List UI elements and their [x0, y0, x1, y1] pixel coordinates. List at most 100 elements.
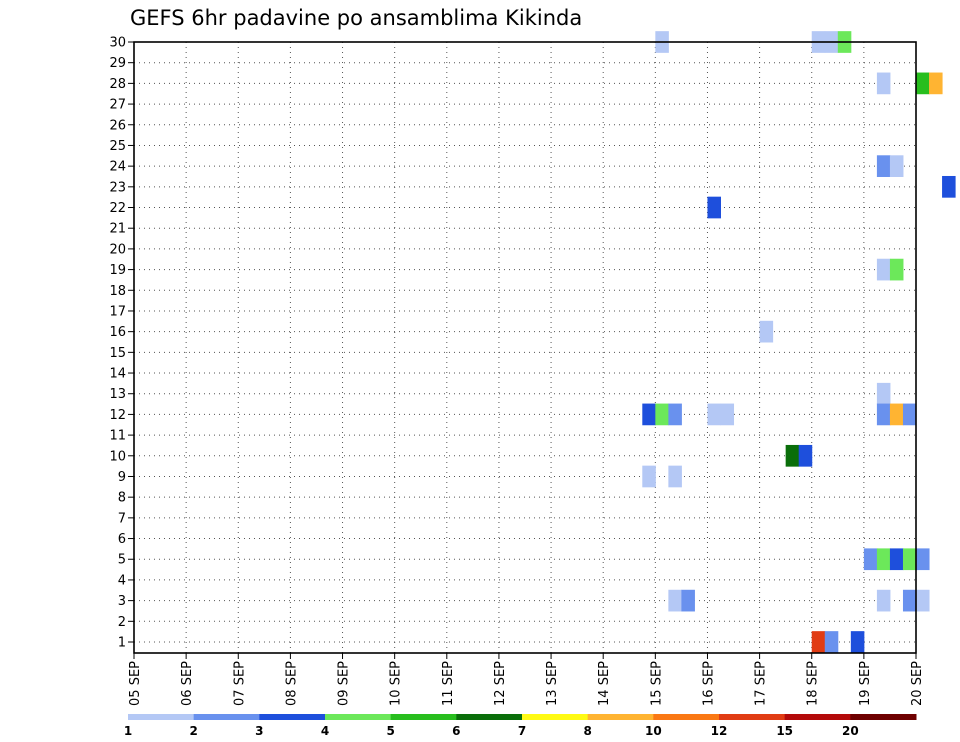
y-tick-label: 3: [118, 594, 126, 609]
legend-swatch: [390, 714, 457, 720]
x-tick-label: 08 SEP: [284, 661, 299, 706]
data-cells: [642, 31, 956, 653]
y-tick-label: 5: [118, 553, 126, 568]
legend-swatch: [784, 714, 851, 720]
heatmap-cell: [668, 403, 682, 426]
x-tick-label: 17 SEP: [754, 661, 769, 706]
x-tick-label: 15 SEP: [649, 661, 664, 706]
x-tick-label: 06 SEP: [180, 661, 195, 706]
legend-swatch: [456, 714, 523, 720]
heatmap-cell: [876, 382, 891, 405]
x-tick-label: 12 SEP: [493, 661, 508, 706]
y-tick-label: 24: [109, 160, 126, 175]
y-tick-label: 1: [118, 636, 126, 651]
x-tick-label: 09 SEP: [337, 661, 352, 706]
y-tick-label: 16: [109, 325, 126, 340]
legend-swatch: [325, 714, 392, 720]
legend-label: 7: [518, 724, 526, 738]
y-tick-label: 10: [109, 449, 126, 464]
chart-title: GEFS 6hr padavine po ansamblima Kikinda: [130, 6, 583, 30]
x-tick-label: 05 SEP: [128, 661, 143, 706]
y-tick-label: 15: [109, 346, 126, 361]
heatmap-cell: [876, 155, 891, 177]
y-tick-label: 12: [109, 408, 126, 423]
y-tick-label: 11: [109, 429, 126, 444]
heatmap-cell: [889, 548, 904, 571]
legend-label: 12: [711, 724, 728, 738]
y-tick-label: 6: [118, 532, 126, 547]
heatmap-cell: [929, 72, 943, 95]
heatmap-cell: [824, 631, 839, 653]
legend-swatch: [850, 714, 917, 720]
y-tick-label: 8: [118, 491, 126, 506]
heatmap-cell: [642, 465, 656, 488]
x-tick-label: 14 SEP: [597, 661, 612, 706]
heatmap-cell: [902, 548, 917, 571]
legend-swatch: [193, 714, 260, 720]
heatmap-cell: [863, 548, 878, 571]
y-tick-label: 19: [109, 263, 126, 278]
heatmap-cell: [902, 589, 917, 612]
x-tick-label: 07 SEP: [232, 661, 247, 706]
y-tick-label: 30: [109, 36, 126, 51]
legend-label: 1: [124, 724, 132, 738]
heatmap-cell: [785, 444, 800, 467]
y-tick-label: 2: [118, 615, 126, 630]
legend-label: 10: [645, 724, 662, 738]
plot-frame: [133, 41, 917, 654]
legend-label: 4: [321, 724, 329, 738]
y-tick-label: 4: [118, 573, 126, 588]
legend-swatch: [128, 714, 195, 720]
heatmap-cell: [876, 548, 891, 571]
heatmap-cell: [942, 175, 956, 198]
heatmap-cell: [642, 403, 656, 426]
heatmap-cell: [798, 444, 813, 467]
heatmap-cell: [876, 258, 891, 281]
legend-swatch: [719, 714, 786, 720]
y-tick-label: 29: [109, 56, 126, 71]
legend-label: 20: [842, 724, 859, 738]
x-tick-label: 10 SEP: [389, 661, 404, 706]
x-tick-label: 13 SEP: [545, 661, 560, 706]
legend-label: 3: [255, 724, 263, 738]
heatmap-cell: [876, 403, 891, 426]
legend-label: 6: [452, 724, 460, 738]
heatmap-cell: [668, 589, 682, 612]
x-tick-label: 16 SEP: [701, 661, 716, 706]
y-tick-label: 27: [109, 98, 126, 113]
heatmap-cell: [916, 548, 930, 571]
y-tick-label: 9: [118, 470, 126, 485]
legend-swatch: [259, 714, 326, 720]
heatmap-cell: [668, 465, 682, 488]
heatmap-cell: [655, 403, 669, 426]
legend-swatch: [522, 714, 589, 720]
y-tick-label: 7: [118, 511, 126, 526]
heatmap-cell: [889, 155, 904, 177]
legend-swatch: [587, 714, 654, 720]
y-tick-label: 18: [109, 284, 126, 299]
heatmap-cell: [707, 196, 721, 219]
heatmap-cell: [850, 631, 865, 653]
heatmap-cell: [876, 589, 891, 612]
axes: 1234567891011121314151617181920212223242…: [109, 36, 925, 706]
x-tick-label: 20 SEP: [910, 661, 925, 706]
heatmap-cell: [902, 403, 917, 426]
x-tick-label: 19 SEP: [858, 661, 873, 706]
heatmap-cell: [889, 403, 904, 426]
x-tick-label: 18 SEP: [806, 661, 821, 706]
legend-label: 8: [583, 724, 591, 738]
legend-label: 5: [386, 724, 394, 738]
heatmap-cell: [759, 320, 774, 343]
heatmap-cell: [707, 403, 721, 426]
x-tick-label: 11 SEP: [441, 661, 456, 706]
y-tick-label: 28: [109, 77, 126, 92]
y-tick-label: 14: [109, 367, 126, 382]
heatmap-cell: [811, 631, 826, 653]
grid-lines: [134, 42, 916, 653]
heatmap-cell: [916, 589, 930, 612]
heatmap-cell: [681, 589, 695, 612]
y-tick-label: 25: [109, 139, 126, 154]
heatmap-cell: [889, 258, 904, 281]
legend-label: 2: [189, 724, 197, 738]
